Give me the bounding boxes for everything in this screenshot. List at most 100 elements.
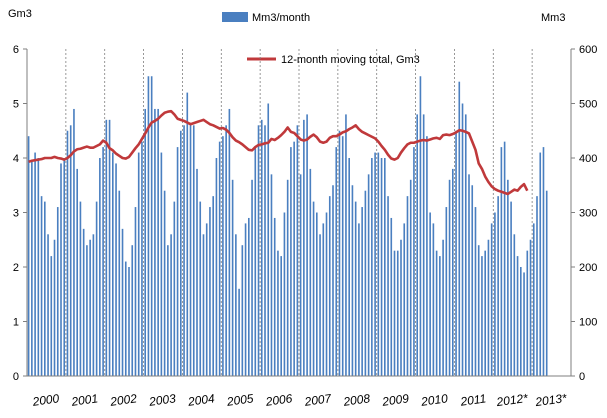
right-tick-label: 400 [579,153,597,165]
bar-month-36 [141,141,143,376]
bar-month-73 [260,119,263,376]
bar-month-19 [86,245,88,376]
left-tick-label: 0 [13,371,19,383]
bar-month-150 [510,201,512,376]
bar-month-117 [403,223,406,376]
bar-month-44 [167,245,169,376]
bar-month-148 [503,141,506,376]
bar-month-110 [380,158,383,376]
left-axis-unit: Gm3 [8,8,32,20]
bar-month-127 [435,250,438,376]
bar-month-105 [364,190,367,376]
bar-month-101 [351,185,354,376]
bar-month-6 [44,201,46,376]
bar-month-121 [416,114,418,377]
bar-month-13 [66,130,69,376]
bar-month-15 [73,108,75,376]
bar-month-16 [76,168,78,376]
bar-month-72 [257,125,260,376]
bar-month-160 [542,147,545,376]
bar-month-42 [160,152,163,376]
bar-month-64 [231,179,234,376]
bar-month-4 [37,158,40,376]
bar-month-80 [283,212,286,376]
bar-month-27 [112,152,114,376]
bar-month-106 [367,174,370,376]
bar-month-102 [354,201,357,376]
bar-month-141 [481,256,483,376]
bar-month-139 [474,207,477,376]
bar-month-95 [332,185,334,376]
bar-month-63 [228,108,231,376]
bar-month-161 [545,190,548,376]
bar-month-75 [267,103,270,376]
bar-month-67 [241,245,244,376]
plot-area [27,49,548,377]
bar-month-12 [63,158,66,376]
bar-month-68 [244,223,247,376]
bar-month-23 [99,158,101,376]
bar-month-125 [429,212,431,376]
bar-month-54 [199,201,202,376]
bar-month-66 [238,288,240,376]
year-label: 2012* [495,391,529,409]
bar-month-104 [361,207,363,376]
bar-month-133 [455,130,457,376]
legend-bar-swatch [222,12,248,22]
bar-month-28 [115,163,117,376]
bar-month-17 [79,201,82,376]
bar-month-52 [192,125,195,376]
bar-month-145 [494,212,496,376]
bar-month-62 [225,125,227,376]
bar-month-158 [536,196,538,376]
bar-month-26 [108,119,111,376]
bar-month-123 [422,114,425,377]
bar-month-31 [124,261,127,376]
legend-bar-label: Mm3/month [252,12,310,24]
bar-month-122 [419,76,422,376]
bar-month-120 [413,147,415,376]
bar-month-109 [377,152,380,376]
bar-month-146 [497,196,499,376]
bar-month-132 [452,168,454,376]
year-label: 2013* [534,391,568,409]
bar-month-91 [319,234,321,376]
bar-month-76 [270,174,273,376]
bar-month-37 [144,108,146,376]
bar-month-78 [277,250,279,376]
bar-month-83 [293,141,295,376]
bar-month-39 [150,76,153,376]
bar-month-8 [50,256,53,376]
bar-month-43 [163,190,166,376]
bar-month-88 [309,168,312,376]
bar-month-45 [170,234,172,376]
bar-month-29 [118,190,121,376]
bar-month-56 [205,223,208,376]
bar-month-152 [516,256,519,376]
bar-month-130 [445,207,448,376]
bar-month-41 [157,108,159,376]
year-label: 2006 [264,391,294,409]
bar-month-79 [280,256,282,376]
bar-month-30 [121,228,124,376]
left-tick-label: 6 [13,44,19,56]
bar-month-7 [47,234,49,376]
bar-month-22 [95,201,98,376]
bar-month-74 [264,125,266,376]
bar-month-24 [102,147,104,376]
bar-month-18 [82,228,85,376]
bar-month-50 [186,92,189,376]
bar-month-159 [539,152,542,376]
bar-month-69 [248,217,250,376]
year-label: 2008 [342,391,372,409]
bar-month-118 [406,196,409,376]
bar-month-5 [40,196,43,376]
bar-month-94 [328,196,331,376]
year-label: 2011 [459,391,488,409]
bar-month-82 [290,147,292,376]
bar-month-115 [396,250,399,376]
moving-total-line [28,109,529,196]
bar-month-140 [477,245,480,376]
bar-month-113 [390,217,393,376]
